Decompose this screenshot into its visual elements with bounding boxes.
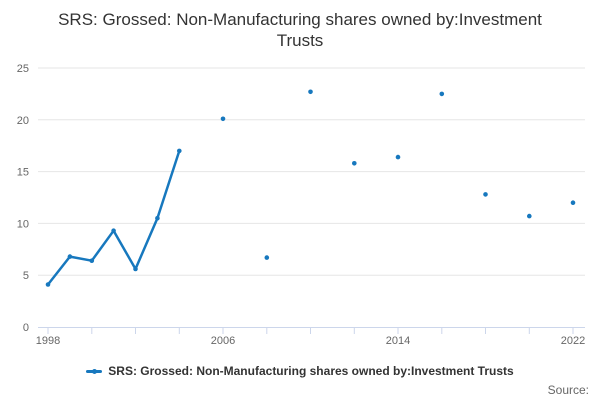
data-point-marker[interactable]	[220, 116, 226, 122]
data-point-marker[interactable]	[308, 89, 313, 95]
legend-label: SRS: Grossed: Non-Manufacturing shares o…	[108, 364, 514, 378]
data-point-marker[interactable]	[177, 148, 182, 154]
data-point-marker[interactable]	[395, 154, 401, 160]
data-point-marker[interactable]	[155, 215, 160, 221]
data-point-marker[interactable]	[89, 258, 95, 264]
legend-item[interactable]: SRS: Grossed: Non-Manufacturing shares o…	[86, 364, 514, 378]
y-axis-tick-label: 0	[23, 322, 29, 334]
x-axis-tick-label: 2022	[561, 335, 585, 347]
x-axis-tick-label: 1998	[36, 335, 60, 347]
x-axis-tick-label: 2006	[211, 335, 235, 347]
y-axis-tick-label: 20	[17, 115, 29, 127]
chart-title: SRS: Grossed: Non-Manufacturing shares o…	[58, 10, 542, 50]
data-point-marker[interactable]	[439, 91, 445, 97]
y-axis-tick-label: 15	[17, 167, 29, 179]
data-point-marker[interactable]	[264, 255, 270, 260]
legend-dot-icon	[91, 368, 98, 374]
x-axis-tick-label: 2014	[386, 335, 410, 347]
y-axis-tick-label: 25	[17, 63, 29, 75]
source-credit: Source:	[547, 383, 589, 397]
data-point-marker[interactable]	[527, 213, 532, 219]
data-point-marker[interactable]	[45, 282, 51, 287]
data-point-marker[interactable]	[570, 200, 576, 205]
y-axis-tick-label: 10	[17, 218, 29, 230]
y-axis-tick-label: 5	[23, 270, 29, 282]
data-point-marker[interactable]	[111, 228, 116, 233]
chart-title-row: SRS: Grossed: Non-Manufacturing shares o…	[0, 9, 600, 51]
data-point-marker[interactable]	[67, 254, 73, 259]
data-point-marker[interactable]	[483, 192, 488, 197]
data-point-marker[interactable]	[133, 266, 138, 272]
legend-line-marker-icon	[86, 367, 103, 376]
data-point-marker[interactable]	[352, 161, 357, 166]
legend: SRS: Grossed: Non-Manufacturing shares o…	[0, 364, 600, 378]
